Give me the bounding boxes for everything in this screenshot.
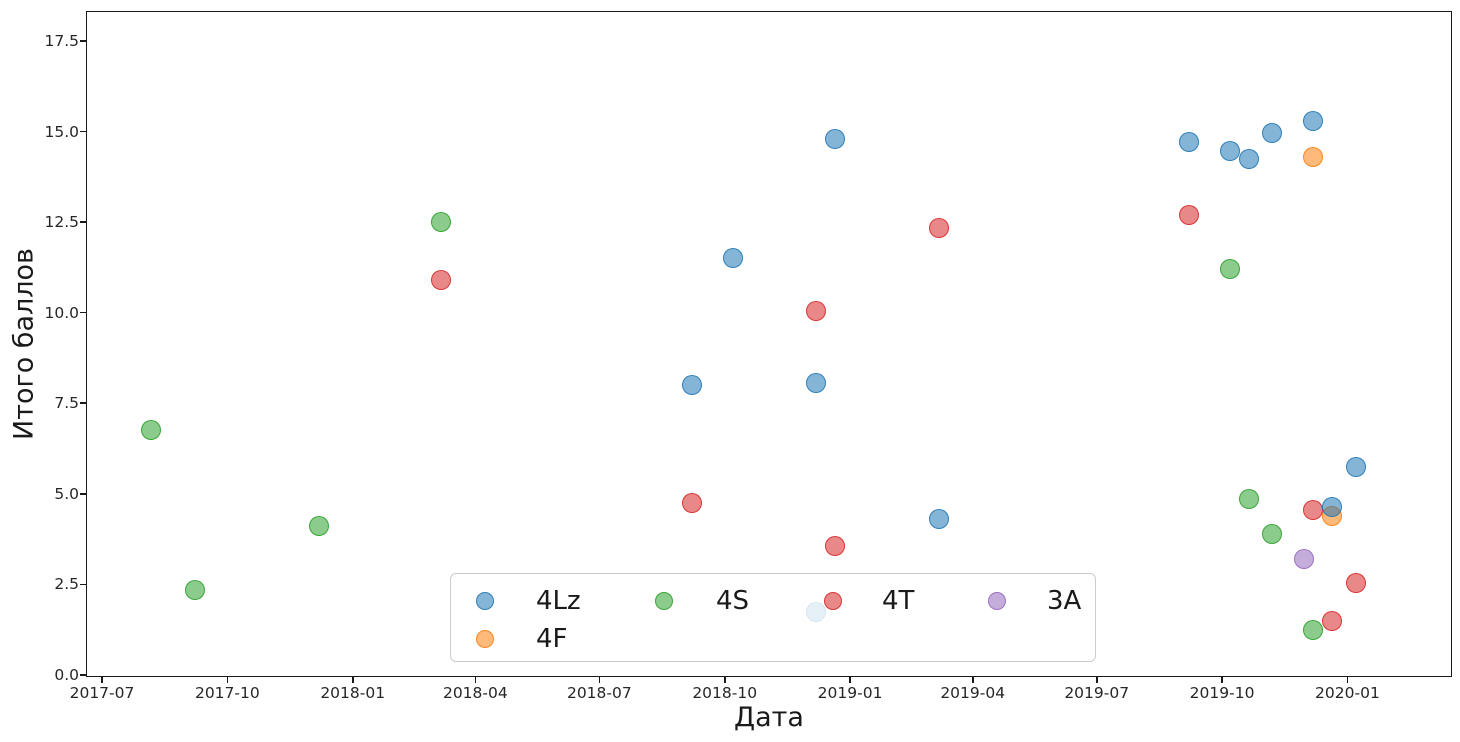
legend: 4Lz 4F 4S 4T 3A (450, 573, 1096, 662)
data-point-4Lz (806, 373, 826, 394)
x-tick-mark (971, 676, 974, 683)
data-point-4T (431, 270, 452, 291)
x-tick-label: 2019-04 (940, 684, 1006, 702)
data-point-3A (1293, 549, 1314, 570)
y-tick-label: 17.5 (44, 31, 79, 50)
x-tick-label: 2018-10 (692, 684, 758, 702)
y-tick-mark (80, 402, 87, 405)
y-tick-mark (80, 40, 87, 42)
data-point-4S (1262, 523, 1283, 544)
data-point-4Lz (682, 375, 702, 396)
y-tick-mark (80, 221, 87, 223)
x-tick-label: 2019-07 (1064, 684, 1130, 702)
y-tick-label: 12.5 (44, 213, 79, 232)
x-tick-label: 2020-01 (1315, 684, 1380, 702)
plot-area (86, 11, 1452, 677)
data-point-4S (1220, 259, 1241, 280)
data-point-4S (141, 420, 162, 441)
data-point-4S (1303, 619, 1324, 640)
x-tick-mark (1095, 676, 1098, 683)
data-point-4Lz (1303, 110, 1324, 131)
data-point-4Lz (1220, 141, 1241, 162)
x-tick-mark (101, 676, 103, 683)
y-tick-mark (80, 311, 87, 314)
x-tick-mark (226, 676, 229, 683)
y-tick-mark (80, 583, 87, 586)
y-tick-label: 5.0 (54, 484, 79, 503)
x-tick-mark (849, 676, 851, 683)
x-tick-label: 2018-07 (566, 684, 632, 702)
data-point-4Lz (1262, 123, 1283, 144)
data-point-4Lz (928, 509, 949, 530)
x-tick-label: 2017-07 (69, 684, 135, 702)
data-point-4T (1179, 204, 1200, 225)
x-tick-label: 2018-01 (320, 684, 386, 702)
x-tick-label: 2019-10 (1189, 684, 1255, 702)
data-point-4T (928, 217, 949, 238)
data-point-4Lz (1322, 496, 1343, 517)
data-point-4Lz (1179, 132, 1200, 153)
y-tick-label: 10.0 (44, 303, 79, 322)
y-axis-title: Итого баллов (8, 248, 40, 440)
x-tick-mark (723, 676, 726, 683)
y-tick-mark (80, 130, 87, 133)
legend-marker-4Lz (476, 592, 494, 610)
x-tick-mark (598, 676, 601, 683)
legend-label-4Lz: 4Lz (536, 586, 581, 616)
data-point-4Lz (1239, 148, 1260, 169)
legend-marker-3A (988, 592, 1006, 610)
x-axis-title: Дата (734, 702, 804, 733)
data-point-4F (1303, 146, 1324, 167)
legend-label-3A: 3A (1047, 586, 1082, 616)
data-point-4T (1322, 610, 1343, 631)
data-point-4Lz (825, 128, 846, 149)
data-point-4T (682, 492, 702, 513)
data-point-4Lz (1345, 456, 1366, 477)
data-point-4T (806, 300, 826, 321)
x-tick-mark (474, 676, 477, 683)
x-tick-mark (1221, 676, 1223, 683)
y-tick-label: 7.5 (54, 394, 79, 413)
data-point-4S (184, 579, 205, 600)
x-tick-label: 2019-01 (817, 684, 883, 702)
x-tick-mark (1346, 676, 1349, 683)
legend-label-4S: 4S (716, 586, 750, 616)
data-point-4T (1303, 500, 1324, 521)
legend-marker-4T (824, 592, 842, 610)
data-point-4T (1345, 572, 1366, 593)
legend-label-4T: 4T (882, 586, 915, 616)
y-tick-label: 15.0 (44, 122, 79, 141)
y-tick-mark (80, 493, 87, 495)
y-tick-label: 0.0 (54, 666, 79, 684)
data-point-4T (825, 536, 846, 557)
data-point-4S (1239, 489, 1260, 510)
legend-label-4F: 4F (536, 624, 568, 654)
x-tick-label: 2017-10 (194, 684, 260, 702)
data-point-4Lz (722, 248, 743, 269)
y-tick-mark (80, 674, 87, 676)
x-tick-label: 2018-04 (442, 684, 508, 702)
y-tick-label: 2.5 (54, 575, 79, 594)
x-tick-mark (351, 676, 354, 683)
legend-marker-4S (655, 592, 673, 610)
legend-marker-4F (476, 630, 494, 648)
data-point-4S (431, 212, 452, 233)
data-point-4S (308, 516, 329, 537)
